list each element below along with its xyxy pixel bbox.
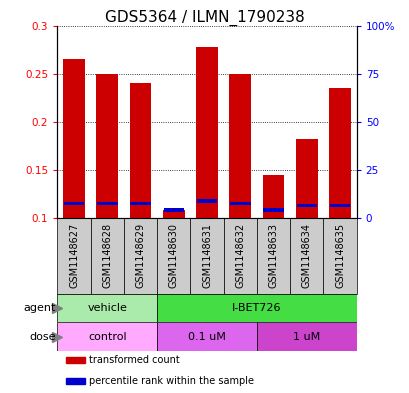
- Text: GSM1148627: GSM1148627: [69, 223, 79, 288]
- Bar: [190, 218, 223, 294]
- Bar: [124, 218, 157, 294]
- Bar: [229, 73, 250, 218]
- Text: agent: agent: [23, 303, 56, 313]
- Bar: [328, 88, 350, 218]
- Text: 0.1 uM: 0.1 uM: [188, 332, 225, 342]
- Text: 1 uM: 1 uM: [292, 332, 320, 342]
- Bar: [90, 218, 124, 294]
- Bar: [296, 204, 316, 208]
- Bar: [256, 218, 290, 294]
- Text: GSM1148632: GSM1148632: [235, 223, 245, 288]
- Bar: [97, 202, 117, 206]
- Bar: [66, 378, 85, 384]
- Text: vehicle: vehicle: [87, 303, 127, 313]
- Bar: [263, 208, 283, 212]
- Bar: [295, 139, 317, 218]
- Bar: [290, 218, 323, 294]
- Bar: [130, 202, 151, 206]
- Bar: [57, 218, 90, 294]
- Text: GSM1148628: GSM1148628: [102, 223, 112, 288]
- Bar: [223, 218, 256, 294]
- Bar: [129, 83, 151, 218]
- Bar: [329, 204, 349, 208]
- Bar: [57, 294, 157, 322]
- Text: control: control: [88, 332, 126, 342]
- Text: I-BET726: I-BET726: [231, 303, 281, 313]
- Bar: [66, 356, 85, 363]
- Text: GSM1148631: GSM1148631: [202, 223, 211, 288]
- Text: percentile rank within the sample: percentile rank within the sample: [89, 376, 254, 386]
- Text: GSM1148634: GSM1148634: [301, 223, 311, 288]
- Bar: [196, 47, 217, 218]
- Bar: [157, 218, 190, 294]
- Bar: [64, 202, 84, 206]
- Text: GSM1148633: GSM1148633: [268, 223, 278, 288]
- Text: dose: dose: [29, 332, 56, 342]
- Bar: [163, 210, 184, 218]
- Bar: [196, 199, 217, 202]
- Bar: [57, 322, 157, 351]
- Text: GSM1148629: GSM1148629: [135, 223, 145, 288]
- Bar: [157, 294, 356, 322]
- Bar: [229, 202, 250, 206]
- Bar: [262, 174, 284, 218]
- Text: GDS5364 / ILMN_1790238: GDS5364 / ILMN_1790238: [105, 10, 304, 26]
- Bar: [323, 218, 356, 294]
- Text: GSM1148630: GSM1148630: [169, 223, 178, 288]
- Text: GSM1148635: GSM1148635: [334, 223, 344, 288]
- Text: transformed count: transformed count: [89, 354, 179, 365]
- Bar: [96, 73, 118, 218]
- Bar: [163, 208, 184, 212]
- Bar: [63, 59, 85, 218]
- Bar: [256, 322, 356, 351]
- Bar: [157, 322, 256, 351]
